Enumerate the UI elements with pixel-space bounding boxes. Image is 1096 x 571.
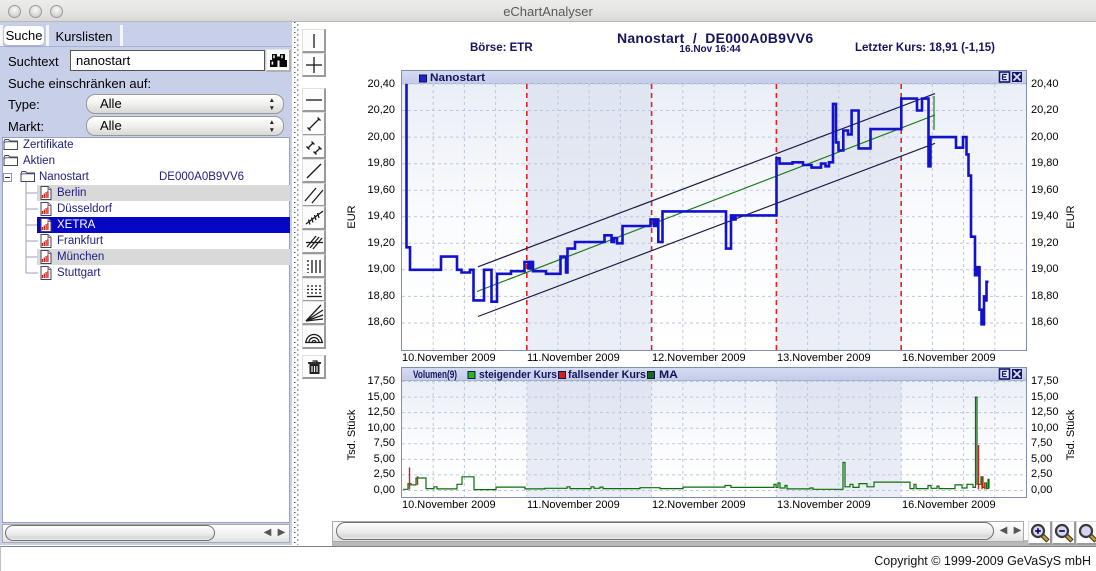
svg-text:fallsender Kurs: fallsender Kurs xyxy=(568,369,646,381)
svg-text:Volumen(9): Volumen(9) xyxy=(413,369,457,381)
svg-text:MA: MA xyxy=(659,369,678,381)
svg-text:Nanostart: Nanostart xyxy=(430,72,485,84)
svg-text:steigender Kurs: steigender Kurs xyxy=(479,369,557,381)
